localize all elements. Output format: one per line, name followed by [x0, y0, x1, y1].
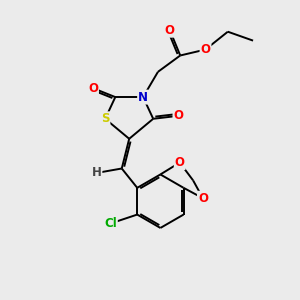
Text: Cl: Cl — [104, 217, 117, 230]
Text: N: N — [138, 91, 148, 103]
Text: S: S — [101, 112, 110, 125]
Text: O: O — [88, 82, 98, 95]
Text: O: O — [173, 109, 184, 122]
Text: O: O — [198, 192, 208, 205]
Text: O: O — [175, 156, 185, 169]
Text: H: H — [92, 167, 101, 179]
Text: O: O — [165, 24, 175, 37]
Text: O: O — [200, 43, 211, 56]
